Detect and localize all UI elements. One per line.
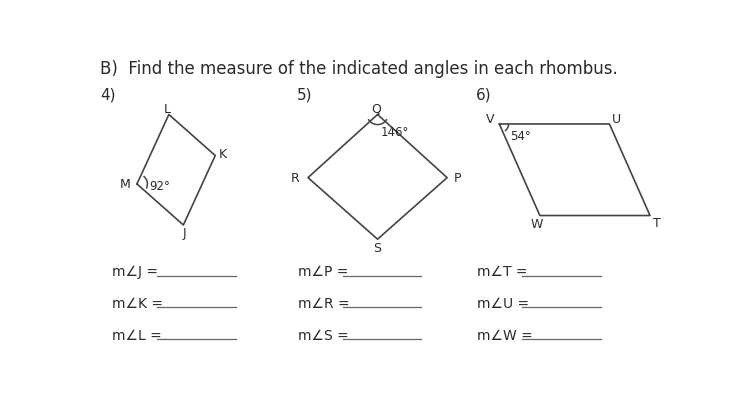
Text: R: R xyxy=(291,172,300,185)
Text: 6): 6) xyxy=(476,87,491,102)
Text: 4): 4) xyxy=(100,87,116,102)
Text: m∠W =: m∠W = xyxy=(477,328,533,342)
Text: M: M xyxy=(120,178,131,191)
Text: m∠S =: m∠S = xyxy=(298,328,349,342)
Text: m∠U =: m∠U = xyxy=(477,296,530,310)
Text: m∠P =: m∠P = xyxy=(298,265,348,279)
Text: m∠K =: m∠K = xyxy=(112,296,163,310)
Text: W: W xyxy=(531,217,543,230)
Text: m∠R =: m∠R = xyxy=(298,296,349,310)
Text: m∠J =: m∠J = xyxy=(112,265,158,279)
Text: S: S xyxy=(373,241,381,254)
Text: 5): 5) xyxy=(296,87,312,102)
Text: V: V xyxy=(486,112,495,126)
Text: 54°: 54° xyxy=(509,130,530,143)
Text: 146°: 146° xyxy=(381,126,409,139)
Text: L: L xyxy=(164,102,171,115)
Text: 92°: 92° xyxy=(150,180,171,193)
Text: B)  Find the measure of the indicated angles in each rhombus.: B) Find the measure of the indicated ang… xyxy=(100,60,618,78)
Text: m∠T =: m∠T = xyxy=(477,265,528,279)
Text: J: J xyxy=(183,227,186,240)
Text: Q: Q xyxy=(372,102,381,115)
Text: m∠L =: m∠L = xyxy=(112,328,162,342)
Text: T: T xyxy=(653,216,660,229)
Text: U: U xyxy=(612,112,621,126)
Text: K: K xyxy=(218,148,227,160)
Text: P: P xyxy=(454,172,462,185)
